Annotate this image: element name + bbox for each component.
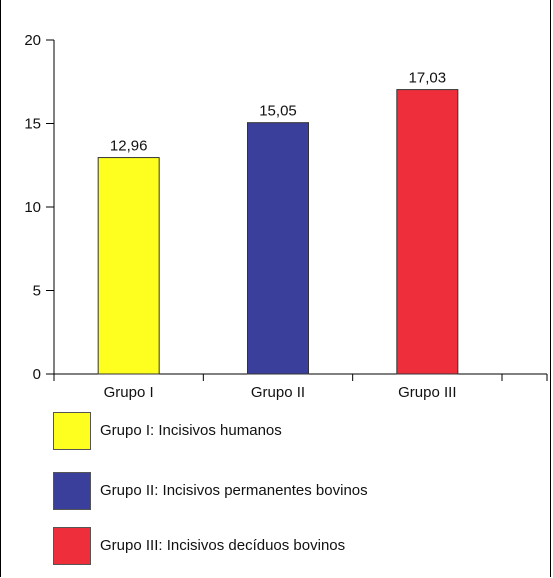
- y-tick-label: 10: [24, 199, 41, 216]
- y-tick-label: 20: [24, 32, 41, 49]
- x-tick-label: Grupo II: [251, 384, 305, 400]
- legend-swatch-grupo-iii: [53, 527, 91, 565]
- bar-value-label: 15,05: [259, 103, 297, 120]
- legend-label-grupo-iii: Grupo III: Incisivos decíduos bovinos: [100, 537, 346, 554]
- bar-value-label: 12,96: [110, 138, 148, 155]
- legend-label-grupo-ii: Grupo II: Incisivos permanentes bovinos: [100, 482, 368, 499]
- bar-2: [247, 122, 309, 375]
- legend-label-grupo-i: Grupo I: Incisivos humanos: [100, 422, 282, 439]
- bar-chart: 0 5 10 15 20 12,96 Grupo I 15,05 Grupo II 17,03 Gr…: [24, 32, 548, 400]
- y-tick-label: 5: [33, 283, 41, 300]
- x-tick-label: Grupo I: [104, 384, 154, 400]
- x-tick-label: Grupo III: [398, 384, 456, 400]
- bar-1: [97, 157, 160, 375]
- legend-swatch-grupo-ii: [53, 472, 91, 510]
- y-tick-label: 15: [24, 116, 41, 133]
- bar-value-label: 17,03: [409, 70, 447, 87]
- y-tick-label: 0: [33, 366, 41, 383]
- bar-3: [396, 89, 459, 375]
- legend-swatch-grupo-i: [53, 412, 91, 450]
